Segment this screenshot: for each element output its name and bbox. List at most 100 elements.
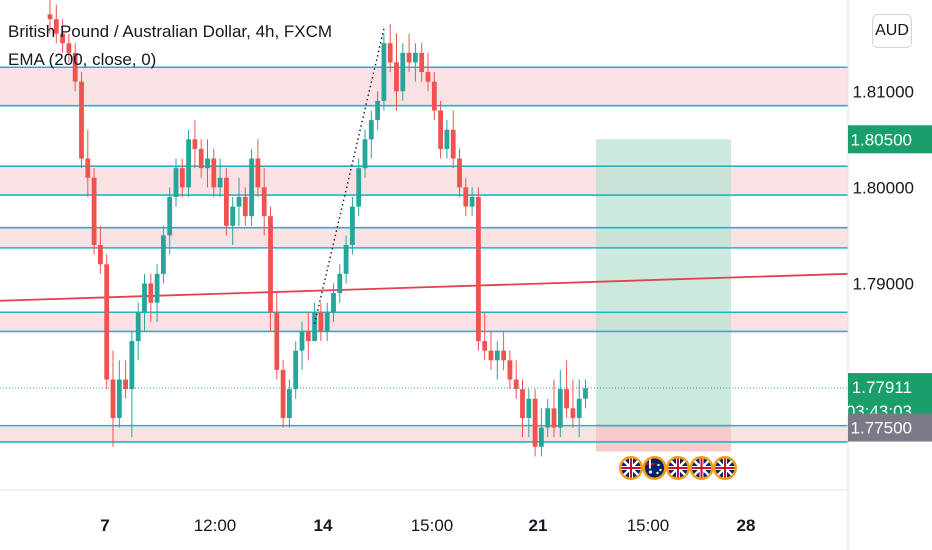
candle-body (91, 177, 97, 245)
candle-body (539, 427, 544, 447)
indicator-label: EMA (200, close, 0) (8, 50, 157, 69)
candle (236, 177, 242, 226)
candle-body (268, 216, 273, 313)
time-tick-label: 14 (314, 516, 333, 535)
candle-body (242, 196, 248, 217)
currency-button[interactable]: AUD (872, 14, 912, 48)
candle-body (337, 273, 343, 294)
candle-body (469, 196, 475, 207)
candle (142, 273, 147, 332)
candle (488, 331, 494, 370)
symbol-title: British Pound / Australian Dollar, 4h, F… (8, 22, 333, 41)
candle (173, 158, 179, 207)
candle (324, 302, 330, 342)
flag-star (657, 463, 660, 467)
flag-field (645, 458, 664, 478)
candle (513, 360, 519, 399)
economic-events[interactable] (619, 456, 737, 480)
gb-flag-icon[interactable] (619, 456, 643, 480)
candle (98, 225, 103, 274)
candle (526, 389, 532, 438)
candle (85, 129, 91, 197)
candle (287, 379, 292, 428)
candle (116, 360, 122, 428)
candle (186, 129, 191, 197)
candle (66, 33, 72, 63)
candle-body (526, 398, 532, 418)
candle (211, 148, 217, 197)
zone-band (0, 67, 848, 106)
price-axis[interactable]: 1.810001.800001.790001.805001.7791103:43… (846, 0, 932, 550)
candle-body (274, 312, 280, 370)
candle-body (576, 398, 582, 418)
candle-body (167, 196, 173, 236)
candle-body (312, 312, 317, 342)
price-tick-label: 1.80000 (853, 178, 914, 197)
candle (482, 312, 488, 361)
candle-body (85, 158, 91, 178)
long-position-tool[interactable] (596, 139, 731, 452)
candle-body (419, 52, 425, 73)
candle-body (280, 369, 286, 418)
candle (129, 331, 135, 438)
candle-body (450, 129, 456, 159)
time-axis[interactable]: 7 12:00 14 15:00 21 15:00 28 (0, 489, 848, 535)
candle (356, 158, 362, 217)
candle (274, 293, 280, 380)
price-tick-label: 1.81000 (853, 82, 914, 101)
candle (450, 110, 456, 169)
candle (413, 43, 418, 82)
candle-body (507, 360, 513, 380)
candle (230, 196, 236, 245)
candle-body (375, 100, 380, 121)
candle-body (60, 33, 65, 44)
candle-body (142, 283, 147, 313)
candle-body (98, 245, 103, 265)
candle (123, 360, 128, 399)
candle (60, 19, 65, 53)
price-label-text: 1.77500 (851, 419, 912, 438)
candle (576, 379, 582, 438)
candle (268, 206, 273, 332)
candle (167, 187, 173, 255)
price-label-text: 1.77911 (852, 378, 912, 397)
candle-body (356, 168, 362, 207)
gb-flag-icon[interactable] (666, 456, 690, 480)
candle (494, 341, 500, 380)
flag-union (649, 459, 651, 469)
candle-body (482, 341, 488, 351)
candle-body (425, 72, 431, 82)
candle-body (217, 177, 223, 188)
flag-star (656, 471, 659, 475)
candle (148, 273, 154, 322)
candle-body (457, 158, 462, 188)
candle (539, 408, 544, 457)
candle-body (400, 52, 406, 92)
price-label-text: 1.80500 (851, 130, 912, 149)
candle-body (362, 139, 368, 169)
time-tick-label: 15:00 (411, 516, 454, 535)
flag-cross-red (677, 458, 679, 478)
ema-200-line (0, 272, 849, 302)
candle (53, 4, 59, 44)
candle (249, 148, 254, 226)
price-label-badge (848, 413, 932, 442)
gb-flag-icon[interactable] (689, 456, 714, 480)
candle (72, 43, 78, 92)
candle-body (123, 379, 128, 390)
candle (104, 254, 110, 390)
candle-body (488, 350, 494, 361)
candle (394, 33, 399, 111)
candle-body (293, 350, 299, 390)
candle (387, 24, 393, 73)
candle-body (368, 120, 374, 140)
candle (406, 33, 412, 73)
candle-body (557, 389, 563, 428)
candle (205, 139, 210, 188)
candle-body (79, 81, 84, 159)
candle (400, 43, 406, 101)
candle (557, 369, 563, 438)
au-flag-icon[interactable] (642, 456, 667, 480)
gb-flag-icon[interactable] (713, 456, 737, 480)
